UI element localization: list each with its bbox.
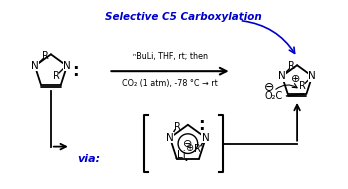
Text: ⊕: ⊕	[185, 143, 193, 153]
Text: R: R	[195, 144, 201, 154]
Text: ⊖: ⊖	[183, 139, 192, 149]
Text: Selective C5 Carboxylation: Selective C5 Carboxylation	[104, 12, 261, 22]
Text: R: R	[53, 71, 60, 81]
Text: ⁿBuLi, THF, rt; then: ⁿBuLi, THF, rt; then	[133, 52, 207, 61]
Text: O₂C: O₂C	[264, 91, 283, 101]
Text: R: R	[288, 61, 295, 71]
Text: via:: via:	[77, 153, 100, 163]
Text: N: N	[202, 133, 210, 143]
Text: R: R	[42, 51, 49, 61]
Text: ·: ·	[174, 152, 179, 167]
Text: N: N	[31, 61, 39, 71]
Text: :: :	[198, 116, 205, 134]
Text: N: N	[63, 61, 71, 71]
Text: ·: ·	[184, 154, 189, 169]
Text: R: R	[174, 122, 181, 132]
Text: N: N	[278, 71, 286, 81]
Text: N: N	[166, 133, 174, 143]
Text: ⊕: ⊕	[291, 74, 301, 84]
Text: CO₂ (1 atm), -78 °C → rt: CO₂ (1 atm), -78 °C → rt	[122, 79, 218, 88]
Text: Li: Li	[177, 150, 185, 160]
Text: N: N	[308, 71, 316, 81]
Text: R: R	[299, 81, 306, 91]
Text: :: :	[72, 62, 79, 80]
Text: ⊖: ⊖	[263, 81, 274, 94]
